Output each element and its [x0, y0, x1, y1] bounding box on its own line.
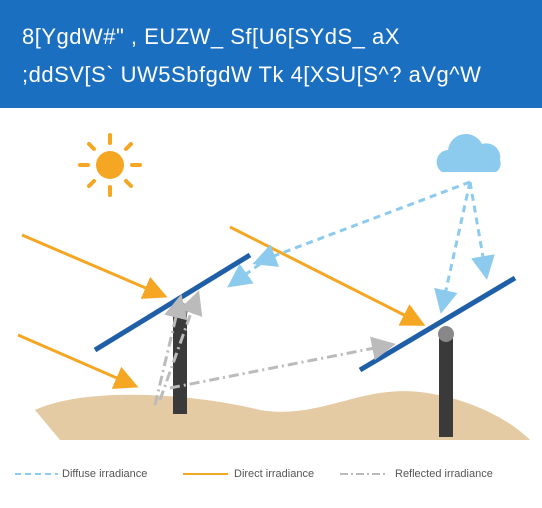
legend-label: Reflected irradiance [395, 468, 493, 480]
cloud [437, 134, 501, 172]
panel [360, 278, 515, 370]
direct-rays [18, 227, 420, 385]
sun [80, 135, 140, 195]
illustration: Diffuse irradiance Direct irradiance Ref… [0, 0, 542, 508]
legend-label: Direct irradiance [234, 468, 314, 480]
reflected-rays [155, 296, 390, 405]
panel [95, 255, 250, 350]
ground [35, 391, 530, 440]
legend: Diffuse irradiance Direct irradiance Ref… [15, 468, 493, 480]
post [439, 333, 453, 437]
legend-label: Diffuse irradiance [62, 468, 147, 480]
diffuse-rays [232, 182, 486, 308]
diagram: 8[YgdW#" , EUZW_ Sf[U6[SYdS_ aX ;ddSV[S`… [0, 0, 542, 508]
